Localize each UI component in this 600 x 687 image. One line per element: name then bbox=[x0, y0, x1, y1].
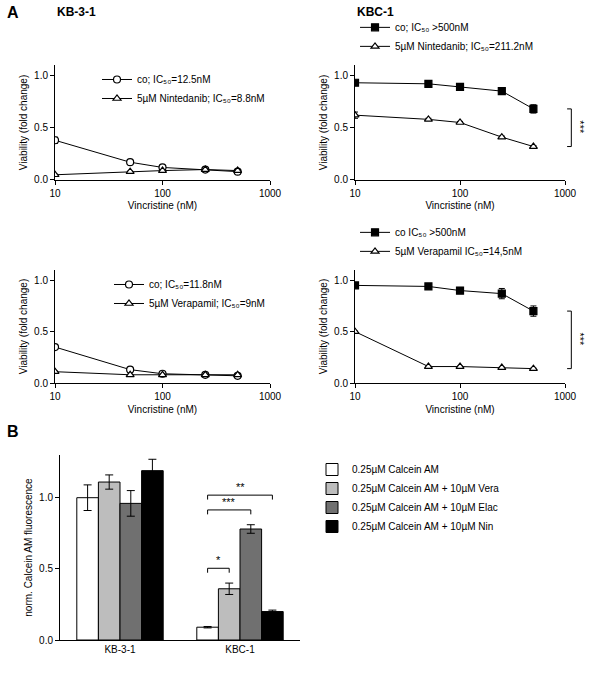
svg-text:5µM Verapamil IC₅₀=14,5nM: 5µM Verapamil IC₅₀=14,5nM bbox=[395, 246, 522, 257]
svg-text:1.0: 1.0 bbox=[34, 275, 48, 286]
svg-text:1.0: 1.0 bbox=[39, 492, 53, 503]
svg-text:Vincristine (nM): Vincristine (nM) bbox=[425, 404, 494, 415]
svg-text:co; IC₅₀ >500nM: co; IC₅₀ >500nM bbox=[395, 22, 469, 33]
svg-text:***: *** bbox=[574, 120, 586, 134]
svg-text:0.0: 0.0 bbox=[39, 635, 53, 646]
svg-text:KB-3-1: KB-3-1 bbox=[104, 644, 136, 655]
svg-text:KBC-1: KBC-1 bbox=[225, 644, 255, 655]
svg-text:Viability (fold change): Viability (fold change) bbox=[318, 279, 329, 374]
svg-text:Viability (fold change): Viability (fold change) bbox=[318, 75, 329, 170]
svg-text:0.5: 0.5 bbox=[334, 326, 348, 337]
svg-text:norm. Calcein AM fluorescence: norm. Calcein AM fluorescence bbox=[23, 478, 34, 617]
svg-text:0.0: 0.0 bbox=[334, 378, 348, 389]
svg-text:100: 100 bbox=[452, 188, 469, 199]
svg-text:0.25µM Calcein AM + 10µM Nin: 0.25µM Calcein AM + 10µM Nin bbox=[352, 521, 493, 532]
svg-text:10: 10 bbox=[349, 188, 361, 199]
svg-text:1.0: 1.0 bbox=[334, 275, 348, 286]
svg-text:1000: 1000 bbox=[554, 188, 577, 199]
svg-text:KBC-1: KBC-1 bbox=[357, 5, 394, 19]
svg-text:0.25µM Calcein AM + 10µM Elac: 0.25µM Calcein AM + 10µM Elac bbox=[352, 502, 498, 513]
svg-text:10: 10 bbox=[349, 391, 361, 402]
svg-text:**: ** bbox=[236, 481, 245, 493]
svg-text:1000: 1000 bbox=[259, 391, 282, 402]
svg-text:co; IC₅₀=11.8nM: co; IC₅₀=11.8nM bbox=[149, 279, 222, 290]
svg-text:co; IC₅₀=12.5nM: co; IC₅₀=12.5nM bbox=[137, 74, 211, 85]
svg-text:10: 10 bbox=[49, 391, 61, 402]
svg-text:5µM Verapamil; IC₅₀=9nM: 5µM Verapamil; IC₅₀=9nM bbox=[149, 298, 265, 309]
svg-text:1000: 1000 bbox=[259, 188, 282, 199]
svg-text:Viability (fold change): Viability (fold change) bbox=[18, 75, 29, 170]
svg-text:0.0: 0.0 bbox=[34, 378, 48, 389]
svg-text:0.25µM Calcein AM: 0.25µM Calcein AM bbox=[352, 464, 439, 475]
svg-text:0.0: 0.0 bbox=[334, 174, 348, 185]
svg-text:0.5: 0.5 bbox=[34, 122, 48, 133]
svg-text:0.25µM Calcein AM + 10µM Vera: 0.25µM Calcein AM + 10µM Vera bbox=[352, 483, 499, 494]
svg-text:1.0: 1.0 bbox=[34, 70, 48, 81]
svg-text:100: 100 bbox=[154, 391, 171, 402]
svg-text:Vincristine (nM): Vincristine (nM) bbox=[128, 404, 197, 415]
svg-text:Vincristine (nM): Vincristine (nM) bbox=[425, 200, 494, 211]
svg-text:co IC₅₀ >500nM: co IC₅₀ >500nM bbox=[395, 227, 466, 238]
svg-text:5µM Nintedanib; IC₅₀=8.8nM: 5µM Nintedanib; IC₅₀=8.8nM bbox=[137, 93, 265, 104]
svg-text:1000: 1000 bbox=[554, 391, 577, 402]
svg-text:B: B bbox=[7, 423, 19, 440]
svg-text:*: * bbox=[216, 554, 221, 566]
svg-text:***: *** bbox=[222, 496, 236, 508]
svg-text:Viability (fold change): Viability (fold change) bbox=[18, 279, 29, 374]
svg-text:KB-3-1: KB-3-1 bbox=[57, 5, 96, 19]
svg-text:0.5: 0.5 bbox=[34, 326, 48, 337]
svg-text:0.0: 0.0 bbox=[34, 174, 48, 185]
svg-text:Vincristine (nM): Vincristine (nM) bbox=[128, 200, 197, 211]
svg-text:0.5: 0.5 bbox=[39, 563, 53, 574]
svg-text:A: A bbox=[7, 4, 19, 21]
svg-text:5µM Nintedanib; IC₅₀=211.2nM: 5µM Nintedanib; IC₅₀=211.2nM bbox=[395, 41, 533, 52]
svg-text:10: 10 bbox=[49, 188, 61, 199]
svg-text:***: *** bbox=[574, 332, 586, 346]
svg-text:0.5: 0.5 bbox=[334, 122, 348, 133]
svg-text:100: 100 bbox=[154, 188, 171, 199]
svg-text:1.0: 1.0 bbox=[334, 70, 348, 81]
svg-text:100: 100 bbox=[452, 391, 469, 402]
